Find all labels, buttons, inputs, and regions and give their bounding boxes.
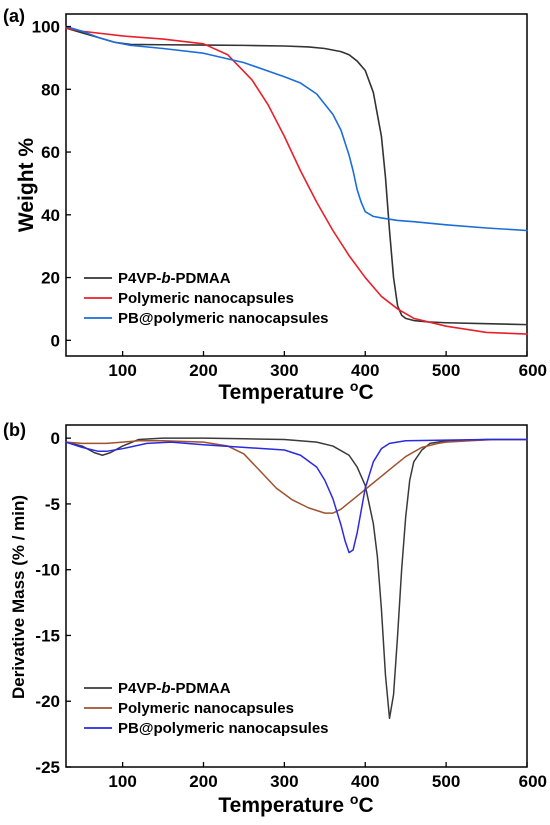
panel-b-x-tick-label: 500 [432,772,460,791]
panel-a-x-tick-label: 500 [432,361,460,380]
panel-a-legend-label-2: PB@polymeric nanocapsules [118,310,329,327]
panel-b-x-tick-label: 400 [351,772,379,791]
panel-a-y-tick-label: 0 [51,331,60,350]
panel-b-x-tick-label: 100 [108,772,136,791]
panel-b-y-tick-label: 0 [51,429,60,448]
panel-a-x-tick-label: 200 [189,361,217,380]
panel-b-legend-label-2: PB@polymeric nanocapsules [118,720,329,737]
panel-a-series-line-2 [65,25,528,232]
panel-a-x-tick-label: 400 [351,361,379,380]
panel-b-x-tick-label: 200 [189,772,217,791]
panel-b-x-tick-label: 300 [270,772,298,791]
panel-b-legend: P4VP-b-PDMAA Polymeric nanocapsules PB@pol… [84,680,329,737]
panel-b-y-tick-label: -15 [35,626,60,645]
panel-a-y-tick-label: 20 [41,269,60,288]
panel-a-x-tick-label: 100 [108,361,136,380]
panel-a-plot-frame [65,13,528,357]
panel-b-x-tick-label: 600 [519,772,547,791]
panel-b-y-tick-label: -5 [45,495,60,514]
panel-b-y-tick-label: -25 [35,758,60,777]
panel-a-x-axis-title: Temperature oC [218,378,373,404]
panel-b-series-line-0 [65,437,528,720]
panel-b-x-axis-title: Temperature oC [218,791,373,817]
panel-a-y-tick-label: 80 [41,80,60,99]
panel-a-series-line-0 [65,27,528,326]
panel-b-y-axis-title: Derivative Mass (% / min) [9,495,28,699]
panel-a-legend-label-1: Polymeric nanocapsules [118,290,294,307]
panel-a-weight-loss: (a) 100 200 300 400 500 600 0 20 40 60 80 100 Tempe… [3,6,547,404]
panel-b-series-line-1 [65,438,528,514]
panel-b-y-tick-label: -20 [35,692,60,711]
panel-b-legend-label-1: Polymeric nanocapsules [118,700,294,717]
panel-a-y-tick-label: 40 [41,206,60,225]
panel-a-y-axis-title: Weight % [15,138,38,232]
panel-b-series-line-2 [65,438,528,554]
panel-a-label: (a) [3,6,25,26]
panel-a-series-line-1 [65,27,528,335]
panel-b-plot-frame [65,424,528,768]
panel-b-y-tick-label: -10 [35,561,60,580]
panel-a-legend-label-0: P4VP-b-PDMAA [118,270,231,287]
panel-a-legend: P4VP-b-PDMAA Polymeric nanocapsules PB@pol… [84,270,329,327]
panel-a-y-tick-label: 60 [41,143,60,162]
panel-b-legend-label-0: P4VP-b-PDMAA [118,680,231,697]
panel-a-x-tick-label: 600 [519,361,547,380]
panel-b-label: (b) [3,420,26,440]
panel-a-y-tick-label: 100 [32,18,60,37]
panel-b-derivative-mass: (b) 100 200 300 400 500 600 0 -5 -10 -15 -20 -25 Te… [3,420,547,817]
panel-a-x-tick-label: 300 [270,361,298,380]
